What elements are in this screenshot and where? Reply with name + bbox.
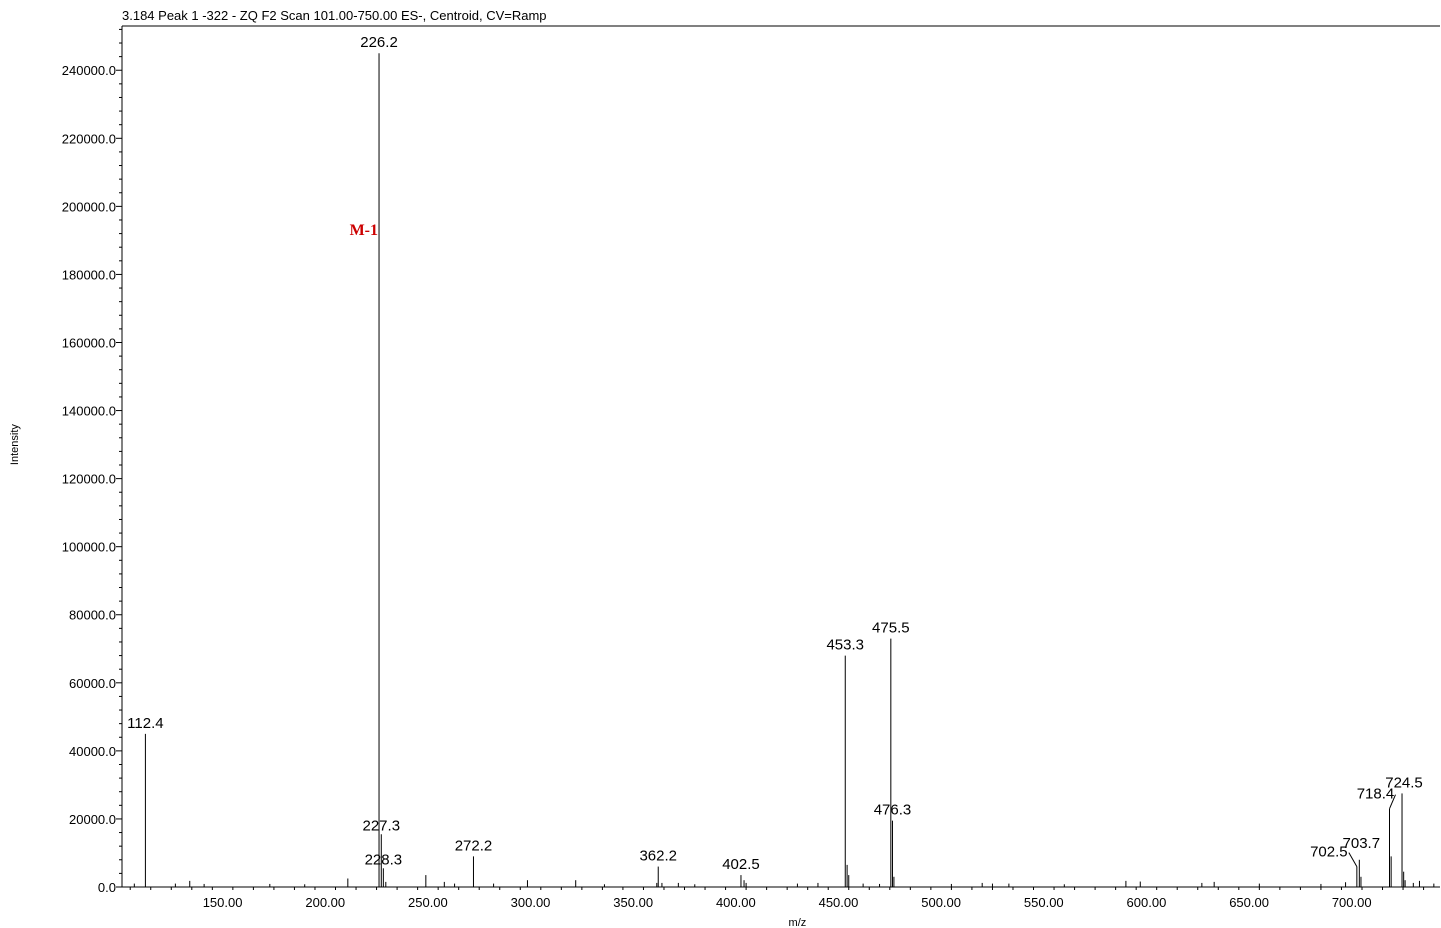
x-axis-label: m/z	[789, 917, 807, 928]
x-tick-label: 400.00	[716, 895, 756, 910]
y-tick-label: 220000.0	[62, 131, 116, 146]
annotation-label: M-1	[350, 222, 378, 239]
x-tick-label: 550.00	[1024, 895, 1064, 910]
peak-label-476.3: 476.3	[874, 802, 912, 819]
y-tick-label: 140000.0	[62, 404, 116, 419]
peak-label-702.5: 702.5	[1310, 844, 1348, 861]
x-tick-label: 600.00	[1127, 895, 1167, 910]
y-tick-label: 0.0	[98, 880, 116, 895]
x-tick-label: 250.00	[408, 895, 448, 910]
y-tick-label: 20000.0	[69, 812, 116, 827]
peak-label-228.3: 228.3	[365, 851, 403, 868]
peak-label-362.2: 362.2	[639, 848, 677, 865]
x-tick-label: 300.00	[511, 895, 551, 910]
y-tick-label: 40000.0	[69, 744, 116, 759]
x-tick-label: 150.00	[203, 895, 243, 910]
peak-label-724.5: 724.5	[1385, 774, 1423, 791]
x-tick-label: 350.00	[613, 895, 653, 910]
x-tick-label: 200.00	[305, 895, 345, 910]
peak-label-leader	[1348, 852, 1358, 867]
peak-label-272.2: 272.2	[455, 837, 493, 854]
x-tick-label: 700.00	[1332, 895, 1372, 910]
y-tick-label: 100000.0	[62, 540, 116, 555]
peak-label-112.4: 112.4	[127, 715, 163, 732]
y-tick-label: 60000.0	[69, 676, 116, 691]
peak-label-402.5: 402.5	[722, 856, 760, 873]
x-tick-label: 450.00	[819, 895, 859, 910]
y-axis-label: Intensity	[9, 424, 21, 465]
y-tick-label: 120000.0	[62, 472, 116, 487]
chart-title: 3.184 Peak 1 -322 - ZQ F2 Scan 101.00-75…	[122, 8, 547, 23]
x-tick-label: 500.00	[921, 895, 961, 910]
peak-label-453.3: 453.3	[826, 637, 864, 654]
y-tick-label: 80000.0	[69, 608, 116, 623]
x-tick-label: 650.00	[1229, 895, 1269, 910]
y-tick-label: 160000.0	[62, 335, 116, 350]
y-tick-label: 240000.0	[62, 63, 116, 78]
peak-label-227.3: 227.3	[363, 817, 401, 834]
peak-label-703.7: 703.7	[1343, 835, 1381, 852]
peak-label-718.4: 718.4	[1357, 786, 1395, 803]
y-tick-label: 180000.0	[62, 267, 116, 282]
peak-label-226.2: 226.2	[360, 34, 398, 51]
peak-label-475.5: 475.5	[872, 620, 910, 637]
y-tick-label: 200000.0	[62, 199, 116, 214]
peak-label-leader	[1389, 794, 1396, 809]
